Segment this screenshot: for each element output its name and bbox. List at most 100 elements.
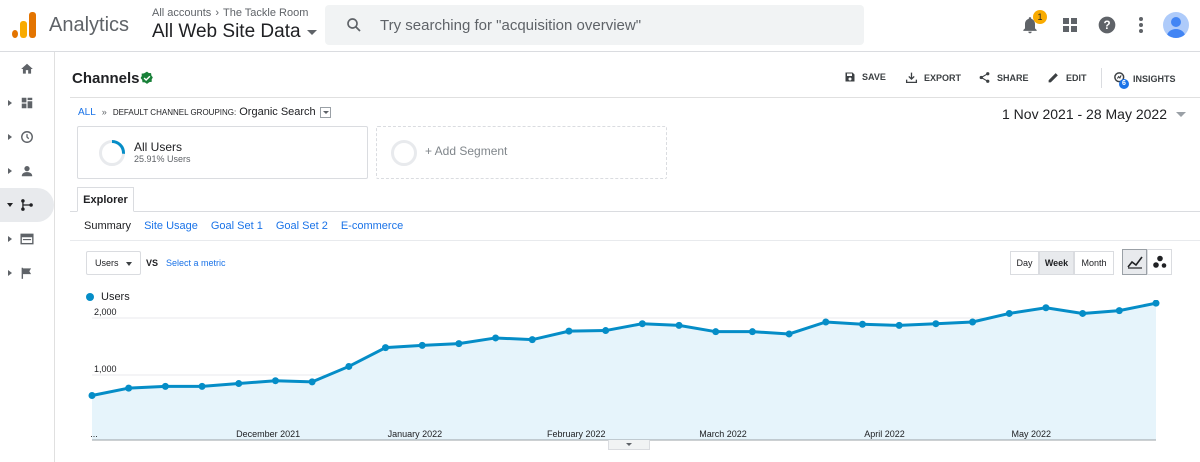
save-button[interactable]: SAVE: [844, 71, 886, 83]
data-point[interactable]: [712, 328, 720, 336]
subtab-summary[interactable]: Summary: [84, 220, 132, 232]
bell-icon[interactable]: [1018, 13, 1042, 37]
realtime-icon: [21, 131, 33, 143]
data-point[interactable]: [1079, 309, 1087, 317]
data-point[interactable]: [198, 382, 206, 390]
subtab-site-usage[interactable]: Site Usage: [144, 220, 198, 232]
tab-explorer[interactable]: Explorer: [77, 187, 134, 212]
nav-realtime[interactable]: [0, 120, 54, 154]
left-nav: [0, 52, 55, 462]
data-point[interactable]: [235, 380, 243, 388]
breadcrumb-dimension: DEFAULT CHANNEL GROUPING:: [112, 107, 237, 117]
data-point[interactable]: [1115, 307, 1123, 315]
header-divider: [70, 97, 1200, 98]
data-point[interactable]: [88, 392, 96, 400]
data-point[interactable]: [528, 336, 536, 344]
y-tick-label: 2,000: [94, 307, 117, 317]
edit-pencil-icon: [1048, 73, 1058, 83]
data-point[interactable]: [748, 328, 756, 336]
conversions-icon: [21, 267, 32, 279]
more-vert-icon[interactable]: [1129, 13, 1153, 37]
data-point[interactable]: [638, 320, 646, 328]
metric-dropdown[interactable]: Users: [86, 251, 141, 275]
period-day-button[interactable]: Day: [1010, 251, 1039, 275]
chart-collapse-handle[interactable]: [608, 440, 650, 450]
nav-home[interactable]: [0, 52, 54, 86]
avatar[interactable]: [1163, 12, 1189, 38]
property-selector[interactable]: All Web Site Data: [152, 21, 317, 43]
legend-series-dot: [86, 293, 94, 301]
expand-arrow-icon: [8, 100, 12, 106]
data-point[interactable]: [858, 320, 866, 328]
date-range-selector[interactable]: 1 Nov 2021 - 28 May 2022: [1002, 106, 1186, 122]
period-month-button[interactable]: Month: [1074, 251, 1114, 275]
insights-badge: 6: [1119, 79, 1129, 89]
x-tick-label: April 2022: [864, 429, 905, 439]
subtab-ecommerce[interactable]: E-commerce: [340, 220, 404, 232]
subtab-goal-set-2[interactable]: Goal Set 2: [275, 220, 328, 232]
dimension-dropdown-button[interactable]: [319, 106, 331, 118]
nav-audience[interactable]: [0, 154, 54, 188]
data-point[interactable]: [125, 384, 133, 392]
help-icon[interactable]: ?: [1095, 13, 1119, 37]
add-segment-button[interactable]: + Add Segment: [376, 126, 667, 179]
page-title: Channels: [72, 70, 140, 87]
breadcrumb-all-link[interactable]: ALL: [78, 106, 96, 118]
nav-customization[interactable]: [0, 86, 54, 120]
data-point[interactable]: [161, 382, 169, 390]
users-area-chart[interactable]: [70, 300, 1170, 445]
insights-button[interactable]: 6 INSIGHTS: [1113, 71, 1176, 89]
crumb-account[interactable]: The Tackle Room: [222, 7, 309, 19]
data-point[interactable]: [895, 321, 903, 329]
line-chart-button[interactable]: [1122, 249, 1147, 275]
data-point[interactable]: [382, 344, 390, 352]
select-metric-link[interactable]: Select a metric: [166, 258, 226, 268]
series-area: [92, 303, 1156, 440]
subtab-goal-set-1[interactable]: Goal Set 1: [210, 220, 263, 232]
action-divider: [1101, 68, 1102, 88]
edit-button[interactable]: EDIT: [1047, 71, 1087, 84]
expand-arrow-icon: [8, 134, 12, 140]
data-point[interactable]: [418, 341, 426, 349]
nav-conversions[interactable]: [0, 256, 54, 290]
data-point[interactable]: [969, 318, 977, 326]
data-point[interactable]: [308, 378, 316, 386]
crumb-all-accounts[interactable]: All accounts: [152, 7, 212, 19]
data-point[interactable]: [822, 318, 830, 326]
search-bar[interactable]: [325, 5, 864, 45]
data-point[interactable]: [455, 340, 463, 348]
data-point[interactable]: [1005, 309, 1013, 317]
audience-icon: [21, 166, 33, 177]
search-input[interactable]: [380, 16, 800, 34]
x-tick-label: January 2022: [387, 429, 443, 439]
data-point[interactable]: [785, 330, 793, 338]
acquisition-icon: [21, 199, 33, 211]
export-icon: [905, 72, 918, 84]
data-point[interactable]: [932, 320, 940, 328]
nav-behavior[interactable]: [0, 222, 54, 256]
data-point[interactable]: [345, 362, 353, 370]
legend-series-label: Users: [101, 291, 130, 303]
customization-icon: [21, 97, 33, 109]
segment-all-users[interactable]: All Users 25.91% Users: [77, 126, 368, 179]
data-point[interactable]: [492, 334, 500, 342]
tab-divider: [70, 211, 1200, 212]
share-button[interactable]: SHARE: [978, 71, 1029, 84]
vs-label: VS: [146, 258, 159, 268]
data-point[interactable]: [675, 321, 683, 329]
nav-acquisition[interactable]: [0, 188, 54, 222]
analytics-logo[interactable]: [12, 12, 36, 38]
export-button[interactable]: EXPORT: [905, 71, 961, 84]
crumb-separator: ›: [215, 7, 219, 19]
data-point[interactable]: [565, 327, 573, 335]
motion-chart-button[interactable]: [1147, 249, 1172, 275]
data-point[interactable]: [271, 377, 279, 385]
data-point[interactable]: [1042, 304, 1050, 312]
data-point[interactable]: [602, 327, 610, 335]
data-point[interactable]: [1152, 300, 1160, 307]
apps-grid-icon[interactable]: [1058, 13, 1082, 37]
share-icon: [979, 72, 990, 83]
account-breadcrumb[interactable]: All accounts › The Tackle Room: [152, 7, 308, 19]
insights-icon: 6: [1113, 71, 1129, 89]
period-week-button[interactable]: Week: [1039, 251, 1074, 275]
